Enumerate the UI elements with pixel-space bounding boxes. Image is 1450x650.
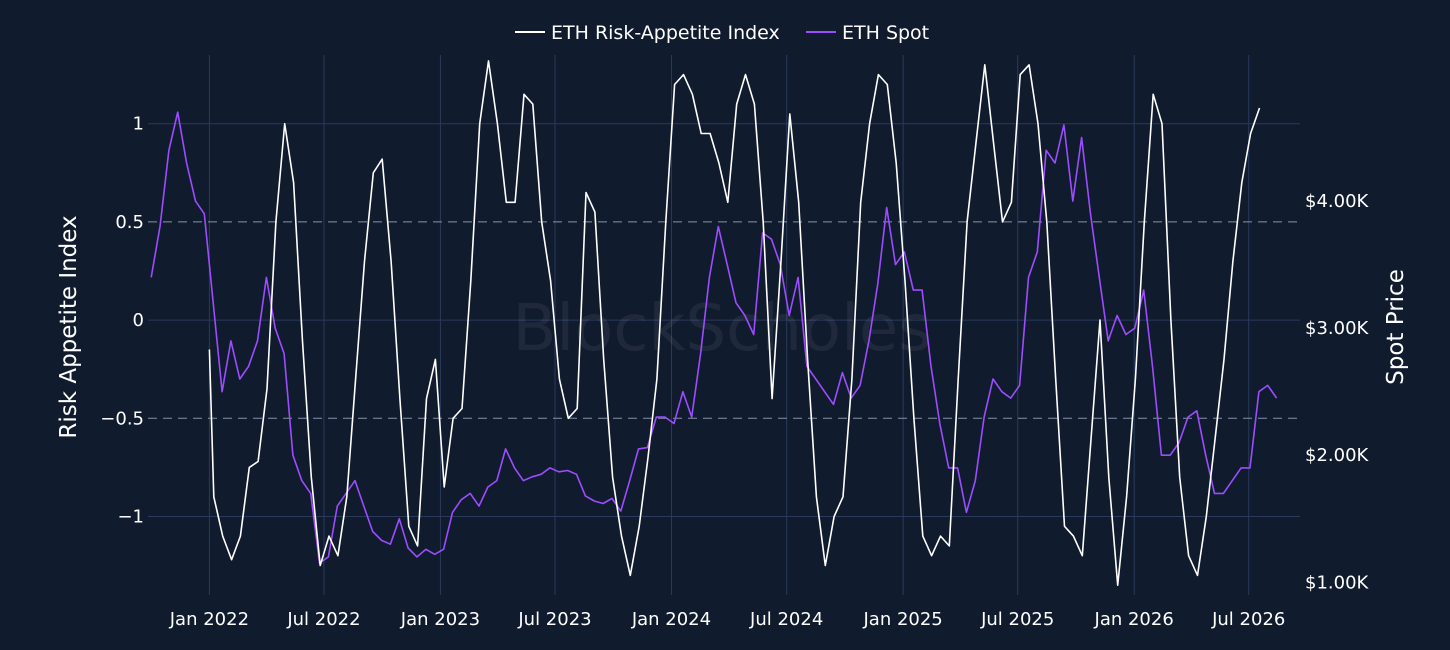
- x-tick-label: Jan 2023: [400, 609, 480, 630]
- x-tick-label: Jul 2022: [286, 609, 360, 630]
- x-tick-label: Jul 2026: [1211, 609, 1285, 630]
- x-tick-label: Jul 2025: [980, 609, 1054, 630]
- x-tick-label: Jan 2026: [1094, 609, 1174, 630]
- y-left-tick-label: −0.5: [100, 408, 144, 429]
- legend-item-risk-appetite[interactable]: ETH Risk-Appetite Index: [515, 22, 780, 44]
- legend-label-risk-appetite: ETH Risk-Appetite Index: [551, 22, 780, 44]
- x-tick-label: Jul 2024: [749, 609, 823, 630]
- ticks-layer: Jan 2022 Jul 2022 Jan 2023 Jul 2023 Jan 2024…: [100, 114, 1369, 630]
- y-left-tick-label: 0: [133, 310, 144, 331]
- y-right-tick-label: $2.00K: [1305, 445, 1370, 466]
- y-left-tick-label: −1: [117, 506, 144, 527]
- x-tick-label: Jan 2025: [862, 609, 942, 630]
- x-tick-label: Jan 2022: [169, 609, 249, 630]
- y-axis-right-title: Spot Price: [1383, 269, 1409, 385]
- y-axis-left-title: Risk Appetite Index: [56, 215, 82, 438]
- y-right-tick-label: $1.00K: [1305, 572, 1370, 593]
- grid-layer: [148, 55, 1300, 595]
- x-tick-label: Jan 2024: [631, 609, 711, 630]
- series-layer: [150, 60, 1278, 587]
- series-line-risk-appetite: [208, 60, 1261, 587]
- watermark: BlockScholes: [512, 292, 931, 366]
- series-line-eth-spot: [150, 111, 1278, 565]
- y-left-tick-label: 0.5: [115, 212, 144, 233]
- y-left-tick-label: 1: [133, 114, 144, 135]
- x-tick-label: Jul 2023: [517, 609, 591, 630]
- legend-item-eth-spot[interactable]: ETH Spot: [806, 22, 929, 44]
- y-right-tick-label: $4.00K: [1305, 191, 1370, 212]
- legend-label-eth-spot: ETH Spot: [842, 22, 929, 44]
- legend: ETH Risk-Appetite Index ETH Spot: [515, 22, 929, 44]
- y-right-tick-label: $3.00K: [1305, 318, 1370, 339]
